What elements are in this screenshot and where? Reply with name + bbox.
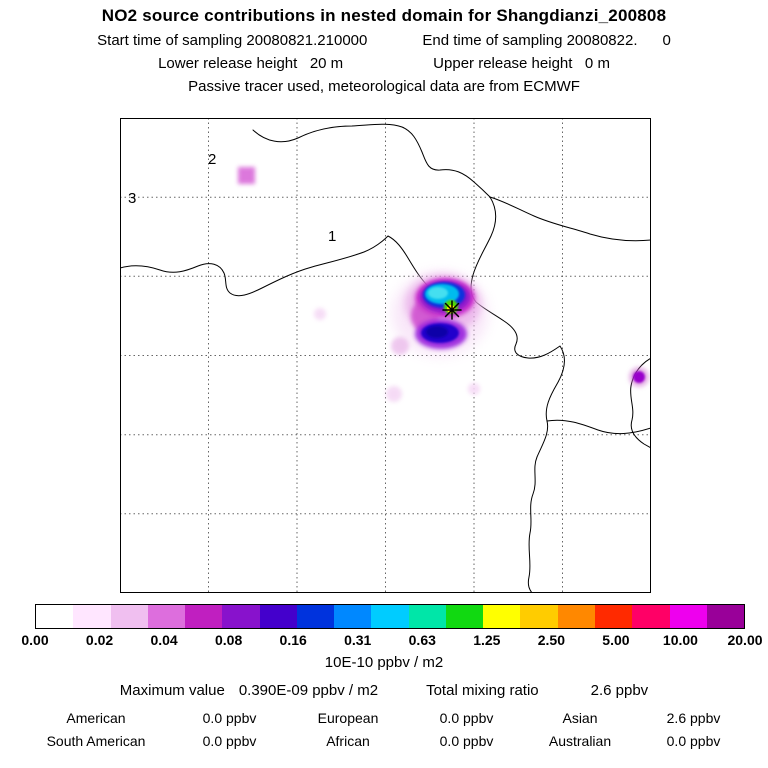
grid-lines	[120, 118, 651, 593]
map-panel: 1 2 3	[120, 118, 651, 595]
region-value: 0.0 ppbv	[439, 710, 494, 726]
region-value: 0.0 ppbv	[439, 733, 494, 749]
region-name: Australian	[548, 733, 612, 749]
start-time-text: Start time of sampling 20080821.210000	[97, 32, 368, 49]
colorbar-segment	[259, 605, 297, 628]
plume-cyan-bright	[428, 287, 448, 299]
colorbar-tick-label: 5.00	[602, 632, 630, 648]
sampling-time-line: Start time of sampling 20080821.210000 En…	[0, 32, 768, 49]
end-time-text: End time of sampling 20080822. 0	[422, 32, 671, 49]
colorbar-segment	[36, 605, 74, 628]
coast-east	[470, 196, 565, 593]
colorbar-segment	[222, 605, 260, 628]
colorbar-tick-label: 0.00	[21, 632, 49, 648]
colorbar	[35, 604, 745, 629]
total-mixing-ratio-value: 2.6 ppbv	[590, 682, 649, 699]
region-grid: American 0.0 ppbv European 0.0 ppbv Asian 2.6…	[0, 710, 768, 749]
plume-patch-south3	[468, 383, 480, 395]
colorbar-segment	[334, 605, 372, 628]
colorbar-segment	[669, 605, 707, 628]
colorbar-segment	[73, 605, 111, 628]
map-label-2: 2	[208, 151, 216, 168]
station-marker	[442, 300, 462, 320]
region-name: African	[326, 733, 370, 749]
colorbar-segment	[594, 605, 633, 628]
colorbar-tick-label: 0.31	[344, 632, 372, 648]
colorbar-segment	[408, 605, 446, 628]
colorbar-tick-label: 0.02	[85, 632, 114, 648]
colorbar-segment	[110, 605, 148, 628]
plume-patch-south1	[391, 337, 409, 355]
colorbar-tick-label: 0.08	[215, 632, 243, 648]
region-name: Asian	[562, 710, 598, 726]
colorbar-tick-label: 2.50	[537, 632, 565, 648]
lower-release-text: Lower release height 20 m	[158, 55, 344, 72]
max-value: 0.390E-09 ppbv / m2	[238, 682, 379, 699]
colorbar-tick-label: 0.63	[408, 632, 436, 648]
plume-darkblue-core	[426, 326, 448, 338]
colorbar-segment	[147, 605, 186, 628]
colorbar-segment	[445, 605, 484, 628]
max-value-label: Maximum value	[119, 682, 225, 699]
map-label-3: 3	[128, 190, 136, 207]
colorbar-units: 10E-10 ppbv / m2	[324, 654, 444, 671]
colorbar-ticks: 0.00 0.02 0.04 0.08 0.16 0.31 0.63 1.25 2.50 5.00…	[21, 632, 762, 650]
border-northeast	[489, 196, 651, 242]
region-value: 0.0 ppbv	[202, 710, 257, 726]
colorbar-segment	[706, 605, 745, 628]
colorbar-segment	[557, 605, 595, 628]
map-border	[120, 118, 651, 593]
colorbar-segment	[520, 605, 558, 628]
colorbar-segment	[483, 605, 521, 628]
plot-header: NO2 source contributions in nested domai…	[0, 6, 768, 95]
plume-layer	[238, 167, 649, 402]
colorbar-segment	[371, 605, 409, 628]
region-name: European	[317, 710, 379, 726]
tracer-info-line: Passive tracer used, meteorological data…	[188, 78, 580, 95]
total-mixing-ratio-label: Total mixing ratio	[426, 682, 539, 699]
map-svg: 1 2 3	[120, 118, 651, 593]
region-value: 0.0 ppbv	[202, 733, 257, 749]
colorbar-segment	[632, 605, 670, 628]
release-height-line: Lower release height 20 m Upper release h…	[0, 55, 768, 72]
colorbar-segment	[296, 605, 335, 628]
map-region-labels: 1 2 3	[128, 151, 336, 245]
border-west	[120, 235, 459, 301]
border-north	[252, 123, 491, 198]
colorbar-tick-label: 1.25	[473, 632, 501, 648]
colorbar-tick-label: 20.00	[727, 632, 763, 648]
plume-patch-faint-west	[314, 308, 326, 320]
plume-patch-east	[633, 371, 645, 383]
upper-release-text: Upper release height 0 m	[433, 55, 610, 72]
coast-southeast	[546, 419, 651, 435]
max-value-line: Maximum value 0.390E-09 ppbv / m2 Total …	[0, 682, 768, 699]
plume-patch-south2	[386, 386, 402, 402]
region-value: 0.0 ppbv	[666, 733, 721, 749]
colorbar-segment	[185, 605, 223, 628]
plume-patch-northwest	[238, 167, 255, 184]
region-name: South American	[46, 733, 146, 749]
colorbar-tick-label: 0.04	[150, 632, 178, 648]
colorbar-tick-label: 0.16	[279, 632, 307, 648]
region-value: 2.6 ppbv	[666, 710, 721, 726]
region-name: American	[66, 710, 126, 726]
map-label-1: 1	[328, 228, 336, 245]
colorbar-tick-label: 10.00	[662, 632, 698, 648]
plot-title: NO2 source contributions in nested domai…	[101, 6, 667, 25]
